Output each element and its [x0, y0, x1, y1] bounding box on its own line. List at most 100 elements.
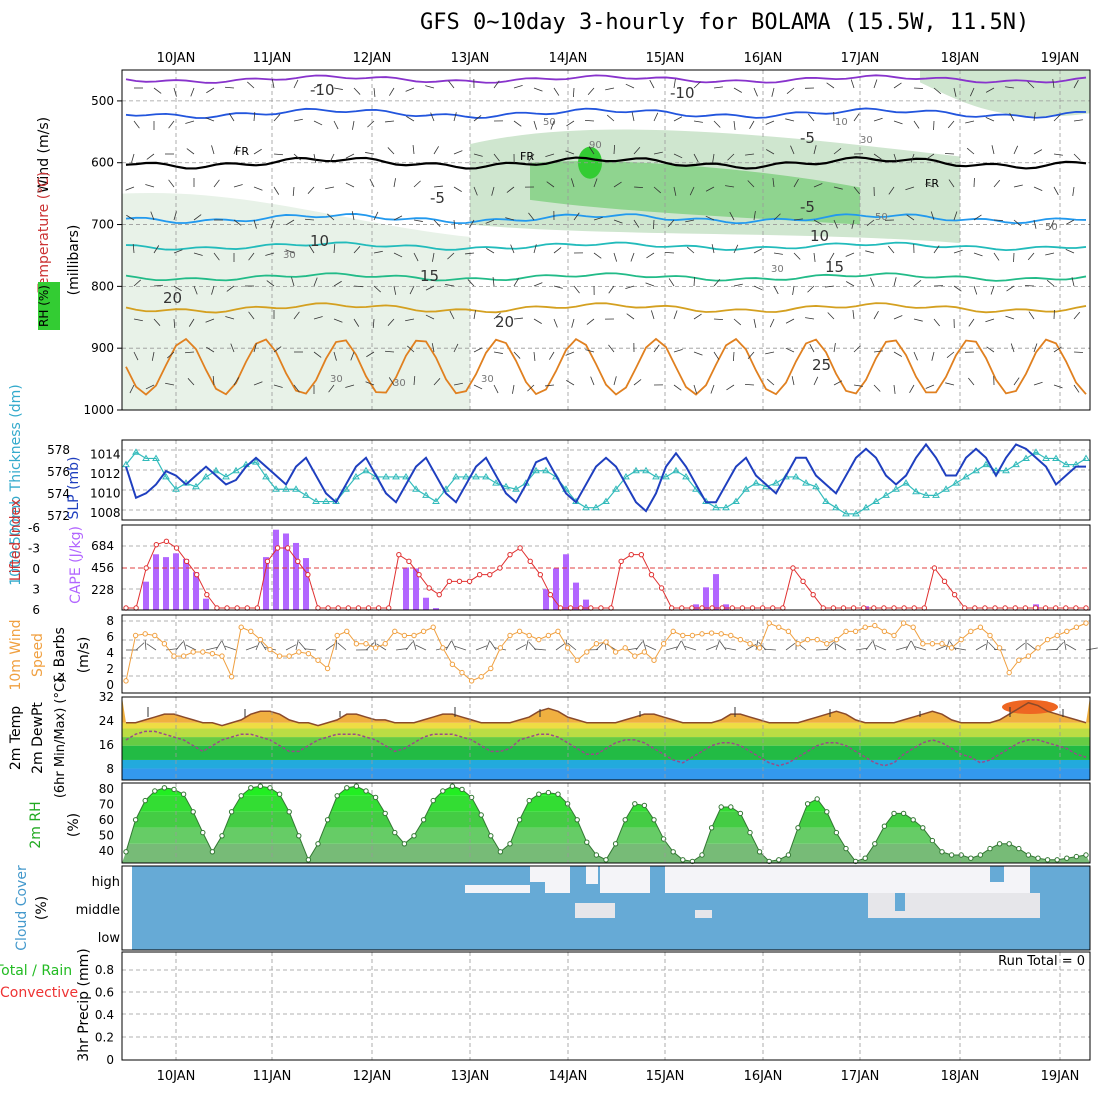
wind-speed-point	[1054, 632, 1060, 639]
wind-barb	[966, 147, 975, 155]
rh-point	[1025, 852, 1032, 858]
wind-barb	[253, 343, 257, 353]
wind-barb	[173, 249, 183, 254]
wind-barb	[213, 179, 220, 188]
wind-barb	[813, 252, 816, 262]
lifted-index-point	[476, 571, 483, 578]
wind-barb	[606, 114, 615, 122]
wind-barb-10m	[445, 640, 452, 651]
cape-bar	[413, 568, 419, 610]
wind-barb	[553, 247, 562, 254]
wind-speed-point	[449, 661, 456, 668]
rh-point	[680, 857, 686, 863]
wind-barb	[433, 146, 439, 155]
rh-point	[747, 829, 753, 836]
wind-speed-point	[180, 653, 187, 659]
wind-barb	[613, 219, 623, 224]
x-tick-top: 13JAN	[451, 51, 490, 66]
thickness-point	[212, 466, 220, 474]
wind-barb-10m	[836, 643, 847, 651]
wind-barb	[131, 153, 135, 163]
wind-barb	[473, 153, 483, 157]
rh-point	[459, 786, 465, 793]
cape-bar	[183, 559, 189, 610]
wind-speed-point	[766, 620, 772, 626]
panel-rh	[121, 782, 1091, 864]
wind-barb	[905, 186, 915, 191]
isotherm-label: 20	[495, 313, 514, 331]
wind-barb-10m	[376, 643, 387, 651]
y-tick-label: 1000	[83, 403, 114, 417]
wind-barb	[1073, 311, 1081, 320]
rh-point	[632, 801, 638, 807]
wind-barb	[930, 211, 935, 221]
wind-barb	[325, 186, 335, 190]
isotherm-label: -5	[800, 198, 815, 216]
chart-title: GFS 0~10day 3-hourly for BOLAMA (15.5W, …	[420, 10, 1030, 35]
wind-barb-10m	[935, 645, 947, 651]
y-tick-precip: 0.2	[95, 1031, 114, 1045]
thickness-point	[622, 472, 630, 480]
thickness-point	[642, 466, 650, 474]
thickness-point	[862, 503, 870, 511]
wind-barb	[565, 351, 575, 356]
wind-barb	[753, 318, 757, 328]
axis-label-slp: SLP (mb)	[66, 456, 82, 519]
wind-barb	[533, 244, 537, 254]
x-tick-top: 15JAN	[646, 51, 685, 66]
thickness-point	[952, 479, 960, 486]
lifted-index-point	[931, 565, 938, 571]
cape-bar	[553, 568, 559, 610]
wind-barb-10m	[555, 643, 566, 651]
isotherm-label: FR	[925, 177, 939, 190]
wind-barb	[653, 112, 659, 122]
wind-barb-10m	[988, 641, 997, 651]
wind-barb	[773, 213, 781, 221]
wind-barb	[571, 318, 575, 328]
wind-barb	[1072, 186, 1075, 196]
wind-barb	[870, 277, 875, 287]
lifted-index-point	[396, 551, 402, 558]
lifted-index-point	[406, 558, 412, 565]
rh-contour-label: 30	[283, 250, 296, 261]
rh-point	[536, 791, 542, 797]
wind-barb	[453, 112, 457, 122]
wind-barb	[829, 252, 835, 261]
wind-barb-10m	[872, 640, 877, 651]
wind-barb	[453, 150, 463, 155]
wind-barb	[445, 284, 455, 287]
cape-bar	[193, 572, 199, 610]
wind-barb	[413, 252, 419, 262]
wind-speed-point	[228, 674, 235, 680]
rh-contour-label: 30	[330, 374, 343, 385]
wind-barb	[313, 120, 323, 126]
wind-speed-point	[785, 628, 792, 635]
wind-barb	[608, 344, 615, 353]
wind-barb	[425, 314, 435, 320]
panel-cloud	[121, 865, 1091, 951]
wind-barb	[993, 179, 1001, 188]
wind-barb	[211, 145, 215, 155]
wind-barb	[1033, 112, 1036, 122]
cloud-mid-block	[695, 910, 712, 918]
wind-barb	[448, 80, 455, 89]
wind-barb-10m	[415, 644, 427, 651]
wind-barb	[553, 285, 563, 289]
rh-point	[132, 817, 139, 823]
rh-point	[161, 785, 168, 791]
wind-barb	[533, 318, 542, 324]
wind-barb	[785, 118, 795, 122]
wind-barb	[406, 116, 415, 122]
rh-contour-label: 50	[543, 117, 556, 128]
axis-label-cloud: Cloud Cover	[14, 865, 30, 951]
wind-barb	[1013, 184, 1023, 188]
lifted-index-point	[527, 558, 533, 565]
wind-barb-10m	[954, 647, 967, 651]
wind-barb	[633, 379, 642, 386]
wind-barb-10m	[165, 648, 178, 651]
rh-point	[1064, 855, 1070, 861]
cloud-high-block	[530, 866, 545, 882]
y-tick-label: 900	[91, 341, 114, 355]
wind-speed-point	[1064, 628, 1070, 635]
rh-point	[910, 817, 916, 823]
